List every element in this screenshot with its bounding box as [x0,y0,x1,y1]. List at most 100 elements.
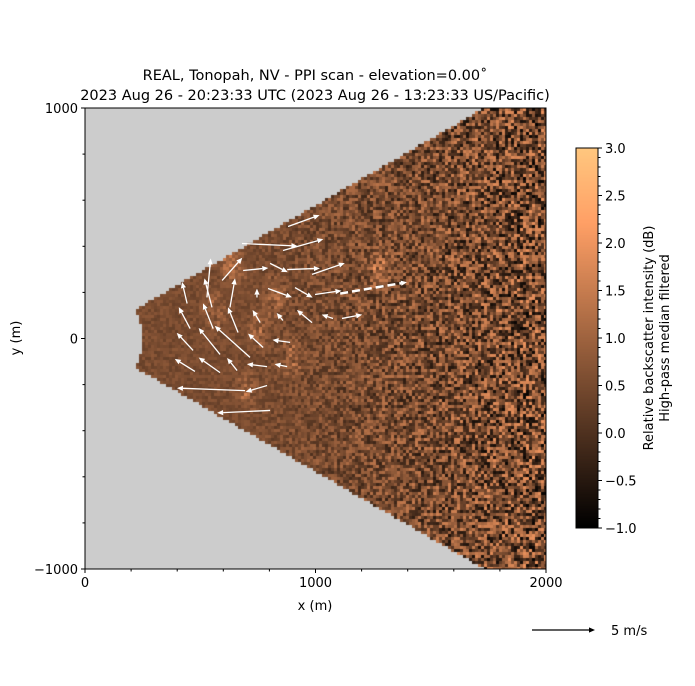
arrow-head [245,387,253,393]
wind-vector-arrow [287,265,320,272]
wind-vector-arrow [198,327,221,355]
wind-vector-arrow [227,307,239,333]
arrow-head [313,265,320,272]
arrow-shaft [243,267,263,272]
wind-vector-arrow [269,262,288,273]
arrow-shaft [181,312,191,329]
colorbar-frame [575,147,599,529]
arrow-shaft [341,315,357,320]
arrow-head [296,309,304,316]
wind-vector-arrow [294,286,313,298]
arrow-head [316,238,324,244]
arrow-shaft [280,317,284,321]
wind-vector-arrow [176,332,194,351]
wind-vector-arrow [217,409,271,416]
wind-vector-arrow [287,214,320,228]
arrow-shaft [301,313,313,324]
wind-vector-arrow [178,307,191,329]
colorbar-label-line1: Relative backscatter intensity (dB) [642,226,657,451]
arrow-head [262,265,269,272]
colorbar-tick-label: 2.5 [605,190,626,205]
colorbar-tick-label: 1.5 [605,285,626,300]
arrow-shaft [218,329,251,358]
arrow-head [276,312,283,320]
wind-vector-arrow [198,357,221,374]
wind-vector-arrow [254,288,260,298]
arrow-shaft [267,287,287,296]
colorbar-label-line2: High-pass median filtered [658,254,673,422]
arrow-shaft [269,262,283,271]
wind-vector-arrow [245,384,268,393]
quiver-key-arrow [532,627,595,633]
arrow-head [248,333,255,340]
y-tick-label: −1000 [34,563,78,578]
x-tick-label: 2000 [529,576,562,591]
arrow-shaft [311,264,340,276]
wind-vector-arrow [221,257,243,281]
arrow-head [335,288,342,295]
arrow-shaft [180,336,194,351]
chart-title-line2: 2023 Aug 26 - 20:23:33 UTC (2023 Aug 26 … [80,88,550,104]
arrow-head [214,325,221,332]
colorbar-tick-label: −1.0 [605,522,637,537]
x-tick-label: 0 [81,576,89,591]
colorbar-tick-label: 0.0 [605,427,626,442]
wind-vector-arrow [202,303,214,329]
arrow-head [252,309,258,317]
arrow-shaft [221,261,239,281]
colorbar-tick-label: 2.0 [605,237,626,252]
arrow-head [306,292,313,298]
colorbar-tick-label: 0.5 [605,380,626,395]
colorbar-tick-label: 3.0 [605,142,626,157]
wind-vector-arrow [282,238,324,252]
y-tick-label: 1000 [45,102,78,117]
arrow-shaft [230,362,238,371]
wind-vector-arrow [176,385,245,392]
arrow-shaft [229,284,235,308]
x-tick-label: 1000 [299,576,332,591]
axes-frame [84,107,547,570]
arrow-shaft [294,286,308,296]
wind-vector-arrow [341,313,363,320]
arrow-shaft [314,290,336,296]
wind-vector-arrow [314,288,342,296]
wind-vector-arrow [252,309,261,323]
arrow-shaft [204,308,214,329]
arrow-head [198,327,205,335]
arrow-head [338,262,345,268]
arrow-head [254,288,260,295]
arrow-head [236,257,243,264]
arrow-shaft [179,361,196,373]
arrow-head [178,307,184,314]
arrow-shaft [182,287,188,304]
arrow-head [355,313,363,319]
arrow-head [321,314,329,320]
arrow-shaft [229,312,239,333]
arrow-head [227,357,233,365]
arrow-head [176,332,183,340]
arrow-head [313,214,320,220]
arrow-head [207,258,213,265]
y-axis-label: y (m) [9,321,24,356]
arrow-head [400,280,407,286]
arrow-head [227,307,233,314]
arrow-shaft [327,315,334,320]
arrow-shaft [255,314,261,323]
x-axis-label: x (m) [298,599,333,614]
backscatter-heatmap [85,108,546,569]
colorbar-gradient [576,148,598,528]
arrow-head [274,362,281,368]
wind-vector-arrow [274,362,288,368]
quiver-key-label: 5 m/s [611,624,647,639]
arrow-head [174,358,182,365]
chart-title-line1: REAL, Tonopah, NV - PPI scan - elevation… [143,67,488,84]
wind-vector-arrow [246,362,268,368]
wind-vector-arrow [267,287,292,298]
arrow-shaft [251,384,268,391]
arrow-head [285,292,292,298]
wind-vector-arrow [174,358,196,373]
arrow-shaft [182,387,245,392]
wind-vector-arrow [214,325,251,358]
wind-vector-arrow [229,278,237,308]
